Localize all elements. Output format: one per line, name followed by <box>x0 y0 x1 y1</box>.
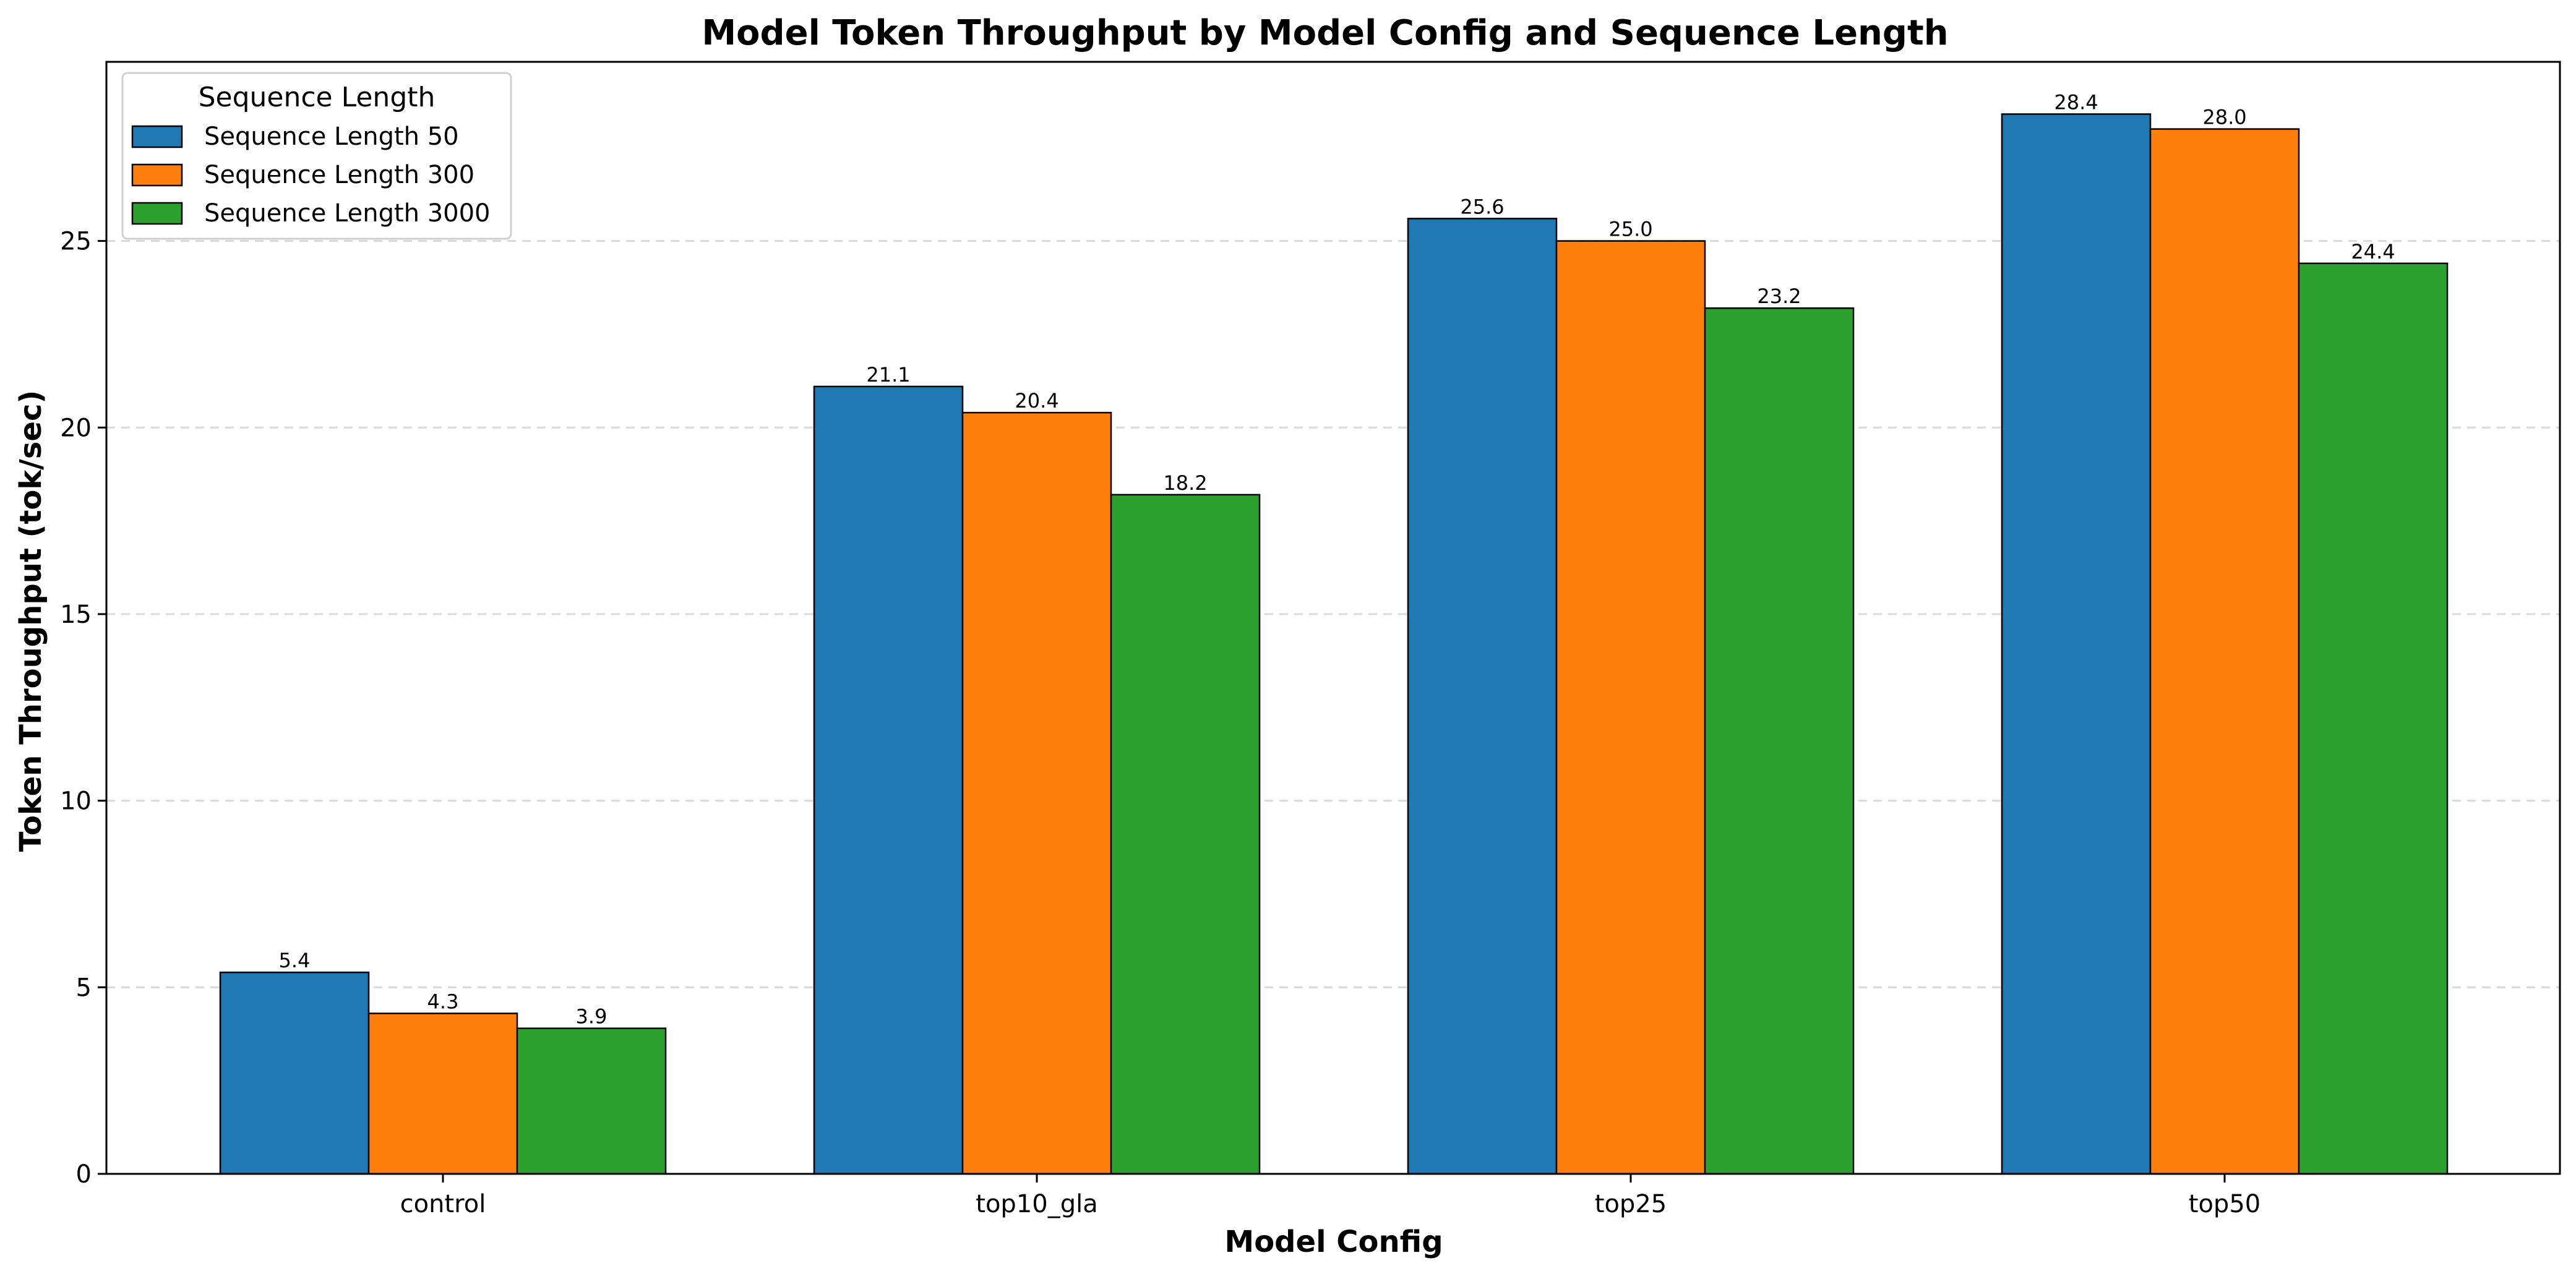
legend-label-series-1: Sequence Length 50 <box>204 122 459 151</box>
plot-frame <box>105 61 2561 1175</box>
bar-control-series-2 <box>367 1012 518 1175</box>
legend-swatch-series-1 <box>131 125 183 148</box>
bars <box>219 113 2449 1175</box>
data-label-top25-series-1: 25.6 <box>1460 195 1504 218</box>
bar-top25-series-3 <box>1704 307 1855 1175</box>
bar-top50-series-2 <box>2149 128 2300 1175</box>
data-label-top10_gla-series-2: 20.4 <box>1015 389 1058 413</box>
legend-label-series-3: Sequence Length 3000 <box>204 199 491 228</box>
x-tick-label-top50: top50 <box>2189 1190 2260 1218</box>
legend-swatch-series-2 <box>131 163 183 187</box>
bar-control-series-1 <box>219 971 370 1175</box>
legend-title: Sequence Length <box>199 82 436 113</box>
gridlines <box>106 240 2560 988</box>
data-label-top25-series-2: 25.0 <box>1608 218 1652 241</box>
data-label-control-series-2: 4.3 <box>427 990 459 1014</box>
data-label-top50-series-2: 28.0 <box>2202 106 2246 129</box>
bar-control-series-3 <box>516 1027 667 1175</box>
data-label-top10_gla-series-3: 18.2 <box>1163 471 1207 495</box>
y-tick-label-20: 20 <box>60 414 92 442</box>
bar-top25-series-1 <box>1407 218 1558 1175</box>
data-label-top50-series-1: 28.4 <box>2054 90 2098 114</box>
axes: 0 5 10 15 20 25 control top10_gla top25 top50 <box>60 61 2561 1218</box>
data-label-top50-series-3: 24.4 <box>2351 240 2395 263</box>
data-label-top25-series-3: 23.2 <box>1757 284 1801 308</box>
legend-box <box>121 72 512 240</box>
y-tick-label-15: 15 <box>60 601 92 629</box>
data-label-control-series-1: 5.4 <box>279 949 311 972</box>
chart-title: Model Token Throughput by Model Config a… <box>702 13 1948 53</box>
data-label-top10_gla-series-1: 21.1 <box>866 363 910 387</box>
bar-top10_gla-series-1 <box>813 385 964 1175</box>
x-tick-label-top10_gla: top10_gla <box>976 1190 1097 1218</box>
data-labels: 5.4 4.3 3.9 21.1 20.4 18.2 25.6 25.0 23.2 28.4 28.… <box>279 90 2395 1028</box>
x-axis-label: Model Config <box>1224 1225 1443 1259</box>
x-tick-label-top25: top25 <box>1595 1190 1667 1218</box>
data-label-control-series-3: 3.9 <box>576 1005 608 1029</box>
legend-entries: Sequence Length 50 Sequence Length 300 Seq… <box>131 122 491 228</box>
bar-top50-series-3 <box>2298 262 2449 1175</box>
bar-top50-series-1 <box>2001 113 2152 1175</box>
y-tick-label-5: 5 <box>76 973 92 1002</box>
x-tick-label-control: control <box>400 1190 486 1218</box>
y-axis-label: Token Throughput (tok/sec) <box>14 390 48 852</box>
y-tick-label-0: 0 <box>76 1160 92 1189</box>
bar-top25-series-2 <box>1555 240 1706 1175</box>
bar-top10_gla-series-2 <box>961 411 1112 1175</box>
y-tick-label-10: 10 <box>60 787 92 816</box>
legend-label-series-2: Sequence Length 300 <box>204 161 474 189</box>
legend: Sequence Length Sequence Length 50Sequen… <box>121 72 512 240</box>
bar-top10_gla-series-3 <box>1110 494 1261 1175</box>
y-tick-label-25: 25 <box>60 228 92 256</box>
legend-swatch-series-3 <box>131 202 183 225</box>
